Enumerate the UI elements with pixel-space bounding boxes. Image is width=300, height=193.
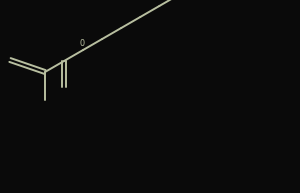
Text: O: O bbox=[80, 39, 85, 48]
